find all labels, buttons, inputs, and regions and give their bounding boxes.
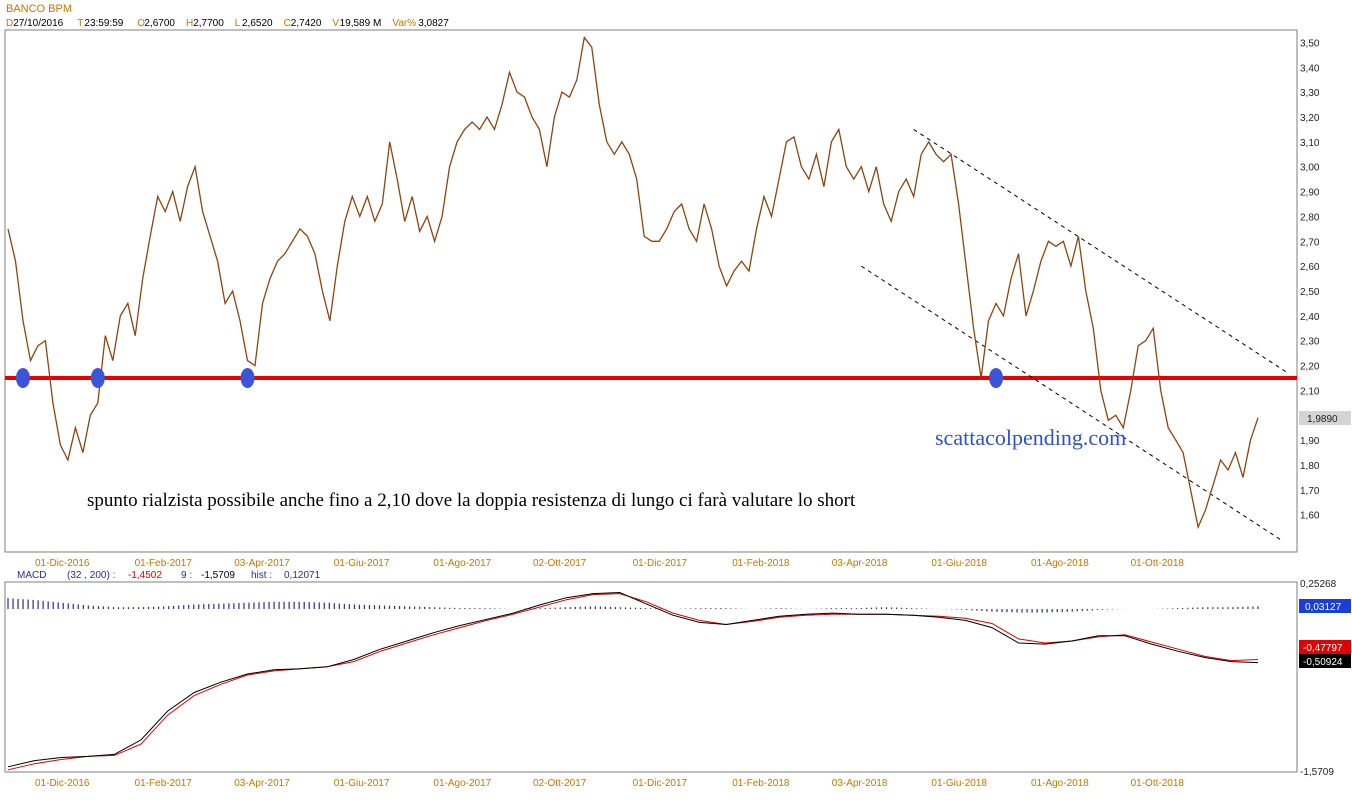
y-tick-label: 3,20	[1300, 113, 1320, 124]
y-tick-label: 2,30	[1300, 337, 1320, 348]
x-tick-label: 01-Giu-2017	[334, 558, 390, 569]
header-key: Var%	[392, 18, 416, 29]
macd-panel-frame	[4, 581, 1298, 773]
y-tick-label: 2,10	[1300, 386, 1320, 397]
header-value: 2,6520	[242, 18, 273, 29]
x-tick-label: 01-Dic-2016	[35, 558, 90, 569]
macd-axis-bottom: -1,5709	[1300, 767, 1334, 778]
hist-value: 0,12071	[284, 570, 321, 581]
price-panel-frame	[4, 29, 1298, 553]
last-value-badge	[1299, 411, 1351, 426]
macd-axis-top: 0,25268	[1300, 579, 1337, 590]
header-value: 27/10/2016	[13, 18, 63, 29]
badge-hist-label: 0,03127	[1305, 602, 1342, 613]
macd-signal-line	[7, 593, 1259, 771]
y-tick-label: 1,90	[1300, 436, 1320, 447]
header-value: 3,0827	[418, 18, 449, 29]
macd-value: -1,4502	[128, 570, 162, 581]
price-y-axis: 3,50 3,40 3,30 3,20 3,10 3,00 2,90 2,80 2,70 2,60…	[1300, 38, 1320, 521]
y-tick-label: 1,80	[1300, 461, 1320, 472]
y-tick-label: 3,30	[1300, 88, 1320, 99]
y-tick-label: 2,70	[1300, 237, 1320, 248]
x-tick-label: 01-Ago-2018	[1031, 558, 1089, 569]
macd-params: (32 , 200) :	[67, 570, 115, 581]
last-value-label: 1,9890	[1307, 414, 1338, 425]
header-key: T	[77, 18, 83, 29]
x-tick-label: 02-Ott-2017	[533, 558, 587, 569]
header-value: 2,7420	[291, 18, 322, 29]
support-touch-marker	[90, 368, 105, 388]
signal-period: 9 :	[181, 570, 192, 581]
watermark-text: scattacolpending.com	[935, 425, 1126, 450]
macd-histogram	[7, 598, 1259, 613]
y-tick-label: 3,50	[1300, 38, 1320, 49]
x-tick-label: 03-Apr-2018	[832, 558, 888, 569]
macd-x-tick-label: 01-Dic-2016	[35, 778, 90, 789]
y-tick-label: 2,40	[1300, 312, 1320, 323]
support-touch-marker	[240, 368, 255, 388]
x-tick-label: 01-Dic-2017	[633, 558, 688, 569]
x-tick-label: 01-Feb-2018	[732, 558, 790, 569]
badge-macd	[1299, 654, 1351, 668]
header-value: 2,7700	[193, 18, 224, 29]
badge-signal-label: -0,47797	[1303, 643, 1343, 654]
macd-x-tick-label: 01-Feb-2017	[135, 778, 193, 789]
header-value: 23:59:59	[84, 18, 123, 29]
macd-line	[7, 591, 1259, 768]
macd-label: MACD	[17, 570, 46, 581]
support-touch-marker	[15, 368, 30, 388]
macd-x-tick-label: 01-Ago-2017	[433, 778, 491, 789]
signal-value: -1,5709	[201, 570, 235, 581]
x-tick-label: 01-Ago-2017	[433, 558, 491, 569]
header-key: C	[284, 18, 291, 29]
header-key: L	[235, 18, 241, 29]
y-tick-label: 2,20	[1300, 362, 1320, 373]
y-tick-label: 3,40	[1300, 63, 1320, 74]
x-tick-label: 01-Feb-2017	[135, 558, 193, 569]
macd-x-tick-label: 01-Giu-2017	[334, 778, 390, 789]
header-key: D	[6, 18, 13, 29]
header-value: 19,589 M	[340, 18, 382, 29]
y-tick-label: 3,00	[1300, 163, 1320, 174]
header-key: O	[137, 18, 145, 29]
y-tick-label: 1,60	[1300, 511, 1320, 522]
header-value: 2,6700	[144, 18, 175, 29]
y-tick-label: 2,90	[1300, 188, 1320, 199]
price-x-axis: 01-Dic-2016 01-Feb-2017 03-Apr-2017 01-Giu-…	[35, 558, 1184, 569]
hist-label: hist :	[251, 570, 272, 581]
badge-hist	[1299, 599, 1351, 613]
support-touch-points	[15, 368, 1004, 388]
x-tick-label: 03-Apr-2017	[234, 558, 290, 569]
channel-upper-line	[913, 129, 1289, 374]
macd-x-tick-label: 01-Giu-2018	[931, 778, 987, 789]
channel-lower-line	[861, 265, 1281, 540]
y-tick-label: 2,80	[1300, 212, 1320, 223]
macd-x-tick-label: 02-Ott-2017	[533, 778, 587, 789]
badge-macd-label: -0,50924	[1303, 657, 1343, 668]
y-tick-label: 2,50	[1300, 287, 1320, 298]
macd-x-tick-label: 01-Feb-2018	[732, 778, 790, 789]
price-series-line	[7, 35, 1259, 530]
macd-x-axis: 01-Dic-2016 01-Feb-2017 03-Apr-2017 01-Giu-…	[35, 778, 1184, 789]
header-key: V	[332, 18, 339, 29]
y-tick-label: 3,10	[1300, 138, 1320, 149]
macd-x-tick-label: 01-Dic-2017	[633, 778, 688, 789]
macd-x-tick-label: 03-Apr-2018	[832, 778, 888, 789]
header-fields: D 27/10/2016 T 23:59:59 O 2,6700 H 2,7700 L 2,652…	[6, 18, 449, 29]
macd-x-tick-label: 01-Ago-2018	[1031, 778, 1089, 789]
x-tick-label: 01-Giu-2018	[931, 558, 987, 569]
y-tick-label: 2,60	[1300, 262, 1320, 273]
macd-x-tick-label: 01-Ott-2018	[1131, 778, 1185, 789]
header-key: H	[186, 18, 193, 29]
y-tick-label: 1,70	[1300, 486, 1320, 497]
badge-signal	[1299, 640, 1351, 654]
macd-x-tick-label: 03-Apr-2017	[234, 778, 290, 789]
support-touch-marker	[989, 368, 1004, 388]
header-title: BANCO BPM	[6, 3, 72, 15]
comment-text: spunto rialzista possibile anche fino a …	[87, 490, 856, 511]
x-tick-label: 01-Ott-2018	[1131, 558, 1185, 569]
